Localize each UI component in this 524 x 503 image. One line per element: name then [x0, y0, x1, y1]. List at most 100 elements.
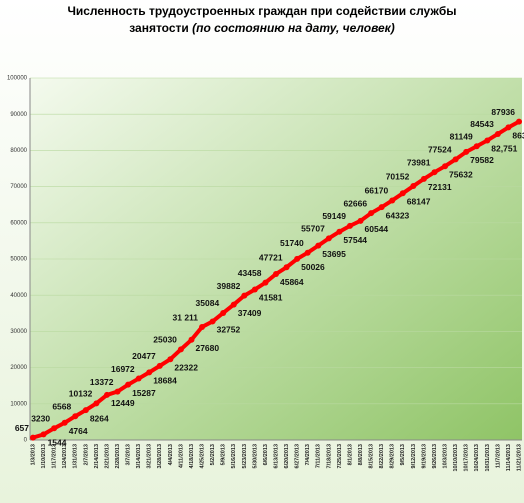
chart-title: Численность трудоустроенных граждан при … — [67, 4, 456, 18]
data-point — [61, 419, 68, 426]
y-tick-label: 10000 — [10, 401, 27, 407]
x-tick-label: 11/7/2013 — [495, 444, 501, 468]
x-tick-label: 3/21/2013 — [147, 444, 153, 468]
data-label: 77524 — [428, 145, 452, 155]
data-label: 18684 — [153, 376, 177, 386]
data-point — [125, 381, 132, 388]
data-label: 66170 — [365, 186, 389, 196]
x-tick-label: 7/4/2013 — [305, 444, 311, 465]
x-tick-label: 10/24/2013 — [474, 444, 480, 472]
x-tick-label: 5/23/2013 — [242, 444, 248, 468]
data-label: 4764 — [69, 426, 88, 436]
y-tick-label: 40000 — [10, 293, 27, 299]
x-tick-label: 4/4/2013 — [168, 444, 174, 465]
x-tick-label: 2/14/2013 — [94, 444, 100, 468]
x-tick-label: 6/6/2013 — [263, 444, 269, 465]
data-point — [241, 292, 248, 299]
x-tick-label: 7/25/2013 — [337, 444, 343, 468]
data-point — [135, 375, 142, 382]
data-point — [304, 249, 311, 256]
data-label: 79582 — [470, 155, 494, 165]
x-tick-label: 9/12/2013 — [411, 444, 417, 468]
x-tick-label: 1/17/2013 — [52, 444, 58, 468]
data-label: 84543 — [470, 119, 494, 129]
x-tick-label: 1/31/2013 — [73, 444, 79, 468]
data-point — [209, 318, 216, 325]
data-label: 32752 — [217, 325, 241, 335]
y-tick-label: 90000 — [10, 112, 27, 118]
y-tick-label: 60000 — [10, 220, 27, 226]
x-tick-label: 2/28/2013 — [115, 444, 121, 468]
data-label: 47721 — [259, 252, 283, 262]
data-point — [283, 264, 290, 271]
data-label: 87936 — [491, 107, 515, 117]
data-label: 35084 — [196, 298, 220, 308]
data-label: 41581 — [259, 293, 283, 303]
data-label: 64323 — [386, 210, 410, 220]
y-tick-label: 20000 — [10, 365, 27, 371]
data-label: 72131 — [428, 182, 452, 192]
data-label: 81149 — [450, 131, 473, 141]
data-label: 1544 — [48, 438, 67, 448]
data-point — [103, 391, 110, 398]
x-tick-label: 4/18/2013 — [189, 444, 195, 468]
data-label: 22322 — [174, 362, 198, 372]
data-point — [114, 388, 121, 395]
y-tick-label: 70000 — [10, 184, 27, 190]
x-tick-label: 5/2/2013 — [210, 444, 216, 465]
x-tick-label: 8/15/2013 — [369, 444, 375, 468]
data-label: 68147 — [407, 197, 431, 207]
data-point — [452, 156, 459, 163]
x-tick-label: 1/10/2013 — [41, 444, 47, 468]
data-point — [72, 413, 79, 420]
data-point — [93, 400, 100, 407]
data-point — [420, 175, 427, 182]
data-label: 62666 — [343, 198, 367, 208]
data-point — [230, 301, 237, 308]
data-label: 6568 — [52, 401, 71, 411]
data-point — [251, 286, 258, 293]
data-point — [262, 279, 269, 286]
data-point — [336, 228, 343, 235]
data-label: 13372 — [90, 377, 114, 387]
y-tick-label: 100000 — [7, 76, 28, 82]
x-tick-label: 1/24/2013 — [62, 444, 68, 468]
data-label: 70152 — [386, 171, 410, 181]
data-point — [484, 137, 491, 144]
chart-subtitle: (по состоянию на дату, человек) — [192, 21, 395, 35]
data-label: 10132 — [69, 389, 93, 399]
x-tick-label: 1/3/2013 — [30, 444, 36, 465]
data-point — [346, 222, 353, 229]
x-tick-label: 6/20/2013 — [284, 444, 290, 468]
x-tick-label: 11/21/2013 — [516, 444, 522, 471]
data-label: 60544 — [365, 224, 389, 234]
data-point — [410, 183, 417, 190]
data-label: 25030 — [153, 335, 177, 345]
data-point — [516, 118, 522, 125]
data-label: 86351 — [512, 131, 524, 141]
data-point — [325, 235, 332, 242]
data-label: 12449 — [111, 398, 135, 408]
x-tick-label: 10/31/2013 — [485, 444, 491, 472]
data-label: 15287 — [132, 388, 156, 398]
x-tick-label: 8/1/2013 — [347, 444, 353, 465]
y-tick-label: 0 — [24, 438, 28, 444]
y-tick-label: 50000 — [10, 257, 27, 263]
x-tick-label: 3/7/2013 — [126, 444, 132, 465]
data-point — [188, 336, 195, 343]
x-tick-label: 2/21/2013 — [104, 444, 110, 468]
data-point — [494, 130, 501, 137]
data-point — [294, 255, 301, 262]
data-label: 51740 — [280, 238, 304, 248]
x-tick-label: 10/3/2013 — [442, 444, 448, 468]
data-point — [156, 362, 163, 369]
x-tick-label: 5/9/2013 — [221, 444, 227, 465]
data-point — [273, 270, 279, 277]
data-label: 57544 — [343, 235, 367, 245]
data-point — [40, 431, 47, 438]
data-label: 50026 — [301, 262, 325, 272]
data-label: 53695 — [322, 249, 346, 259]
x-tick-label: 8/8/2013 — [358, 444, 364, 465]
data-label: 43458 — [238, 268, 262, 278]
